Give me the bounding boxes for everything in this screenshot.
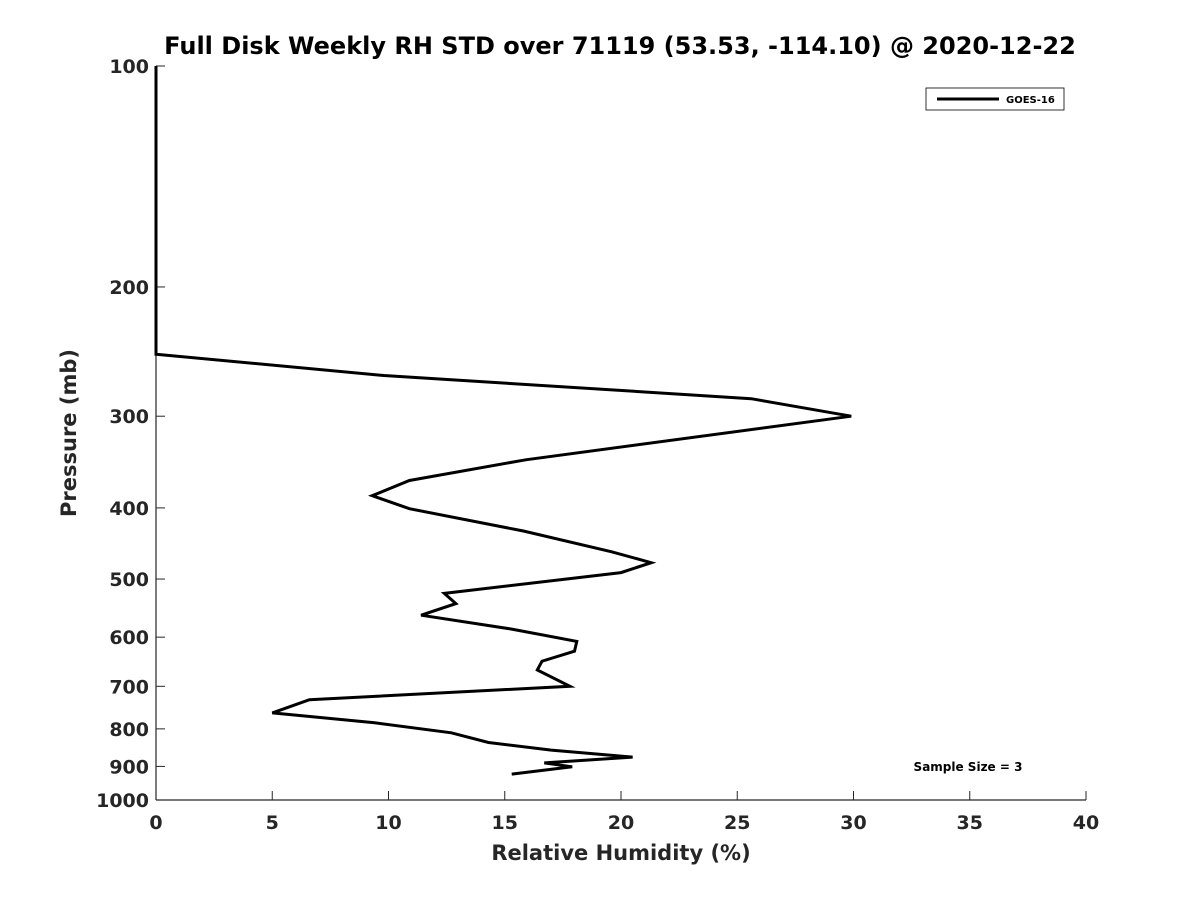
x-tick-label: 30 bbox=[840, 812, 866, 834]
legend-label: GOES-16 bbox=[1006, 95, 1055, 106]
x-axis-label: Relative Humidity (%) bbox=[491, 841, 750, 865]
x-tick-label: 5 bbox=[266, 812, 279, 834]
y-tick-label: 400 bbox=[109, 498, 149, 520]
y-tick-label: 900 bbox=[109, 756, 149, 778]
y-tick-label: 600 bbox=[109, 627, 149, 649]
x-tick-label: 25 bbox=[724, 812, 750, 834]
y-tick-label: 500 bbox=[109, 569, 149, 591]
x-tick-label: 20 bbox=[608, 812, 634, 834]
y-tick-label: 700 bbox=[109, 676, 149, 698]
x-tick-label: 40 bbox=[1073, 812, 1099, 834]
x-tick-label: 35 bbox=[957, 812, 983, 834]
series-line-goes-16 bbox=[154, 66, 852, 776]
x-tick-label: 10 bbox=[375, 812, 401, 834]
y-ticks: 100 200 300 400 500 600 700 800 900 1000 bbox=[96, 56, 165, 812]
chart-title: Full Disk Weekly RH STD over 71119 (53.5… bbox=[164, 32, 1076, 60]
series-layer bbox=[154, 66, 852, 776]
sample-size-annotation: Sample Size = 3 bbox=[914, 760, 1023, 774]
x-tick-label: 15 bbox=[492, 812, 518, 834]
plot-area: 0 5 10 15 20 25 30 35 40 100 200 300 400 500 600 700 80… bbox=[96, 56, 1099, 834]
y-tick-label: 300 bbox=[109, 406, 149, 428]
legend: GOES-16 bbox=[925, 87, 1065, 111]
y-tick-label: 100 bbox=[109, 56, 149, 78]
y-tick-label: 800 bbox=[109, 719, 149, 741]
y-tick-label: 200 bbox=[109, 277, 149, 299]
x-tick-label: 0 bbox=[149, 812, 162, 834]
y-tick-label: 1000 bbox=[96, 790, 149, 812]
y-axis-label: Pressure (mb) bbox=[57, 349, 81, 517]
x-ticks: 0 5 10 15 20 25 30 35 40 bbox=[149, 791, 1099, 834]
